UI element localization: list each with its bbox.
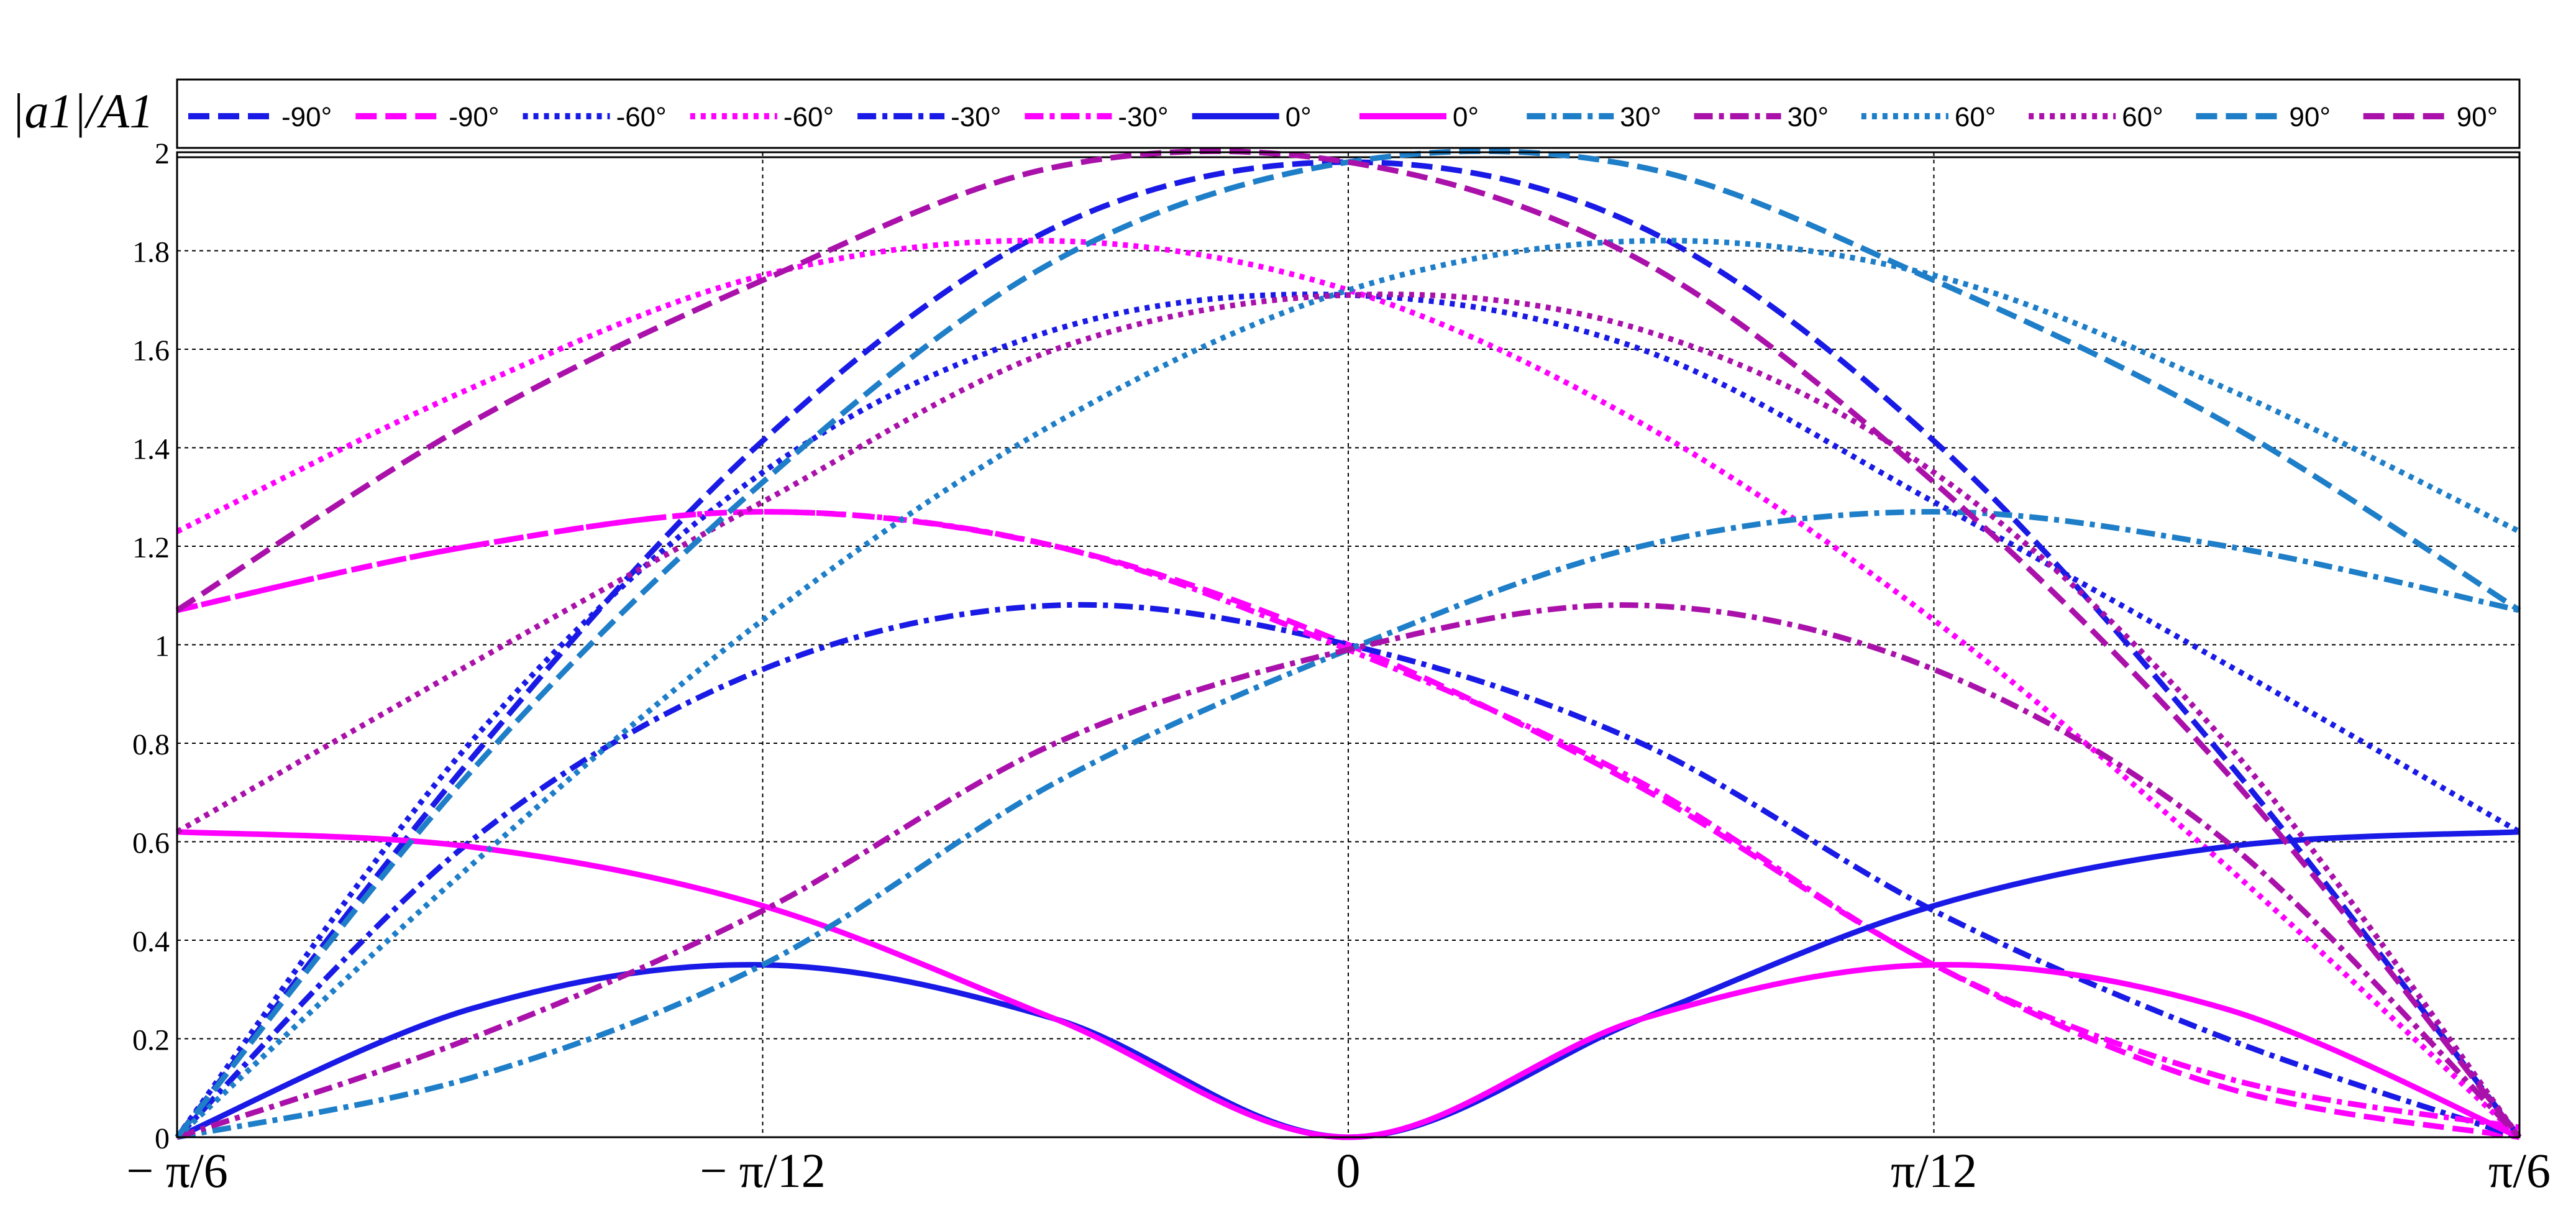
y-axis-ticks: 0 0.2 0.4 0.6 0.8 1 1.2 1.4 1.6 1.8 2	[132, 137, 170, 1155]
legend: -90° -90° -60° -60° -30° -30° 0° 0° 30° 30° 60° 60°…	[176, 78, 2521, 149]
legend-label: 30°	[1620, 102, 1661, 132]
series-line	[176, 237, 2522, 1140]
y-tick-label: 1.4	[132, 433, 170, 466]
series-line	[175, 291, 2521, 1139]
y-tick-label: 1.8	[132, 236, 170, 269]
series-line	[175, 148, 2521, 1139]
x-tick-label: 0	[1336, 1143, 1361, 1197]
y-tick-label: 0	[155, 1122, 170, 1155]
y-tick-label: 0.8	[132, 728, 170, 761]
legend-label: 90°	[2457, 102, 2498, 132]
x-tick-label: π/6	[2488, 1143, 2551, 1197]
series-line	[175, 602, 2521, 1140]
series-line	[176, 602, 2522, 1140]
y-tick-label: 0.6	[132, 827, 170, 860]
legend-label: 0°	[1286, 102, 1312, 132]
y-tick-label: 0.4	[132, 925, 170, 958]
legend-label: 60°	[1955, 102, 1996, 132]
plot-frame	[176, 151, 2521, 1138]
series-line	[175, 148, 2522, 1139]
y-tick-label: 1.2	[132, 531, 170, 564]
x-axis-ticks: − π/6 − π/12 0 π/12 π/6	[126, 1143, 2551, 1197]
legend-label: -30°	[1118, 102, 1168, 132]
y-axis-label: |a1|/A1	[11, 84, 153, 138]
legend-label: -90°	[281, 102, 332, 132]
y-tick-label: 1.6	[132, 334, 170, 367]
series-line	[175, 159, 2522, 1139]
legend-label: 30°	[1788, 102, 1829, 132]
y-tick-label: 2	[155, 137, 170, 170]
legend-label: 60°	[2122, 102, 2163, 132]
y-tick-label: 1	[155, 630, 170, 663]
series-line	[176, 509, 2520, 1130]
x-tick-label: − π/12	[700, 1143, 826, 1197]
legend-label: -60°	[783, 102, 834, 132]
legend-label: -90°	[449, 102, 499, 132]
x-tick-label: π/12	[1891, 1143, 1977, 1197]
legend-label: 0°	[1453, 102, 1479, 132]
legend-label: 90°	[2289, 102, 2331, 132]
x-tick-label: − π/6	[126, 1143, 228, 1197]
y-tick-label: 0.2	[132, 1024, 170, 1057]
legend-frame	[176, 78, 2521, 149]
legend-label: -60°	[616, 102, 667, 132]
series-line	[175, 291, 2522, 1139]
series-line	[175, 237, 2521, 1140]
legend-label: -30°	[951, 102, 1001, 132]
